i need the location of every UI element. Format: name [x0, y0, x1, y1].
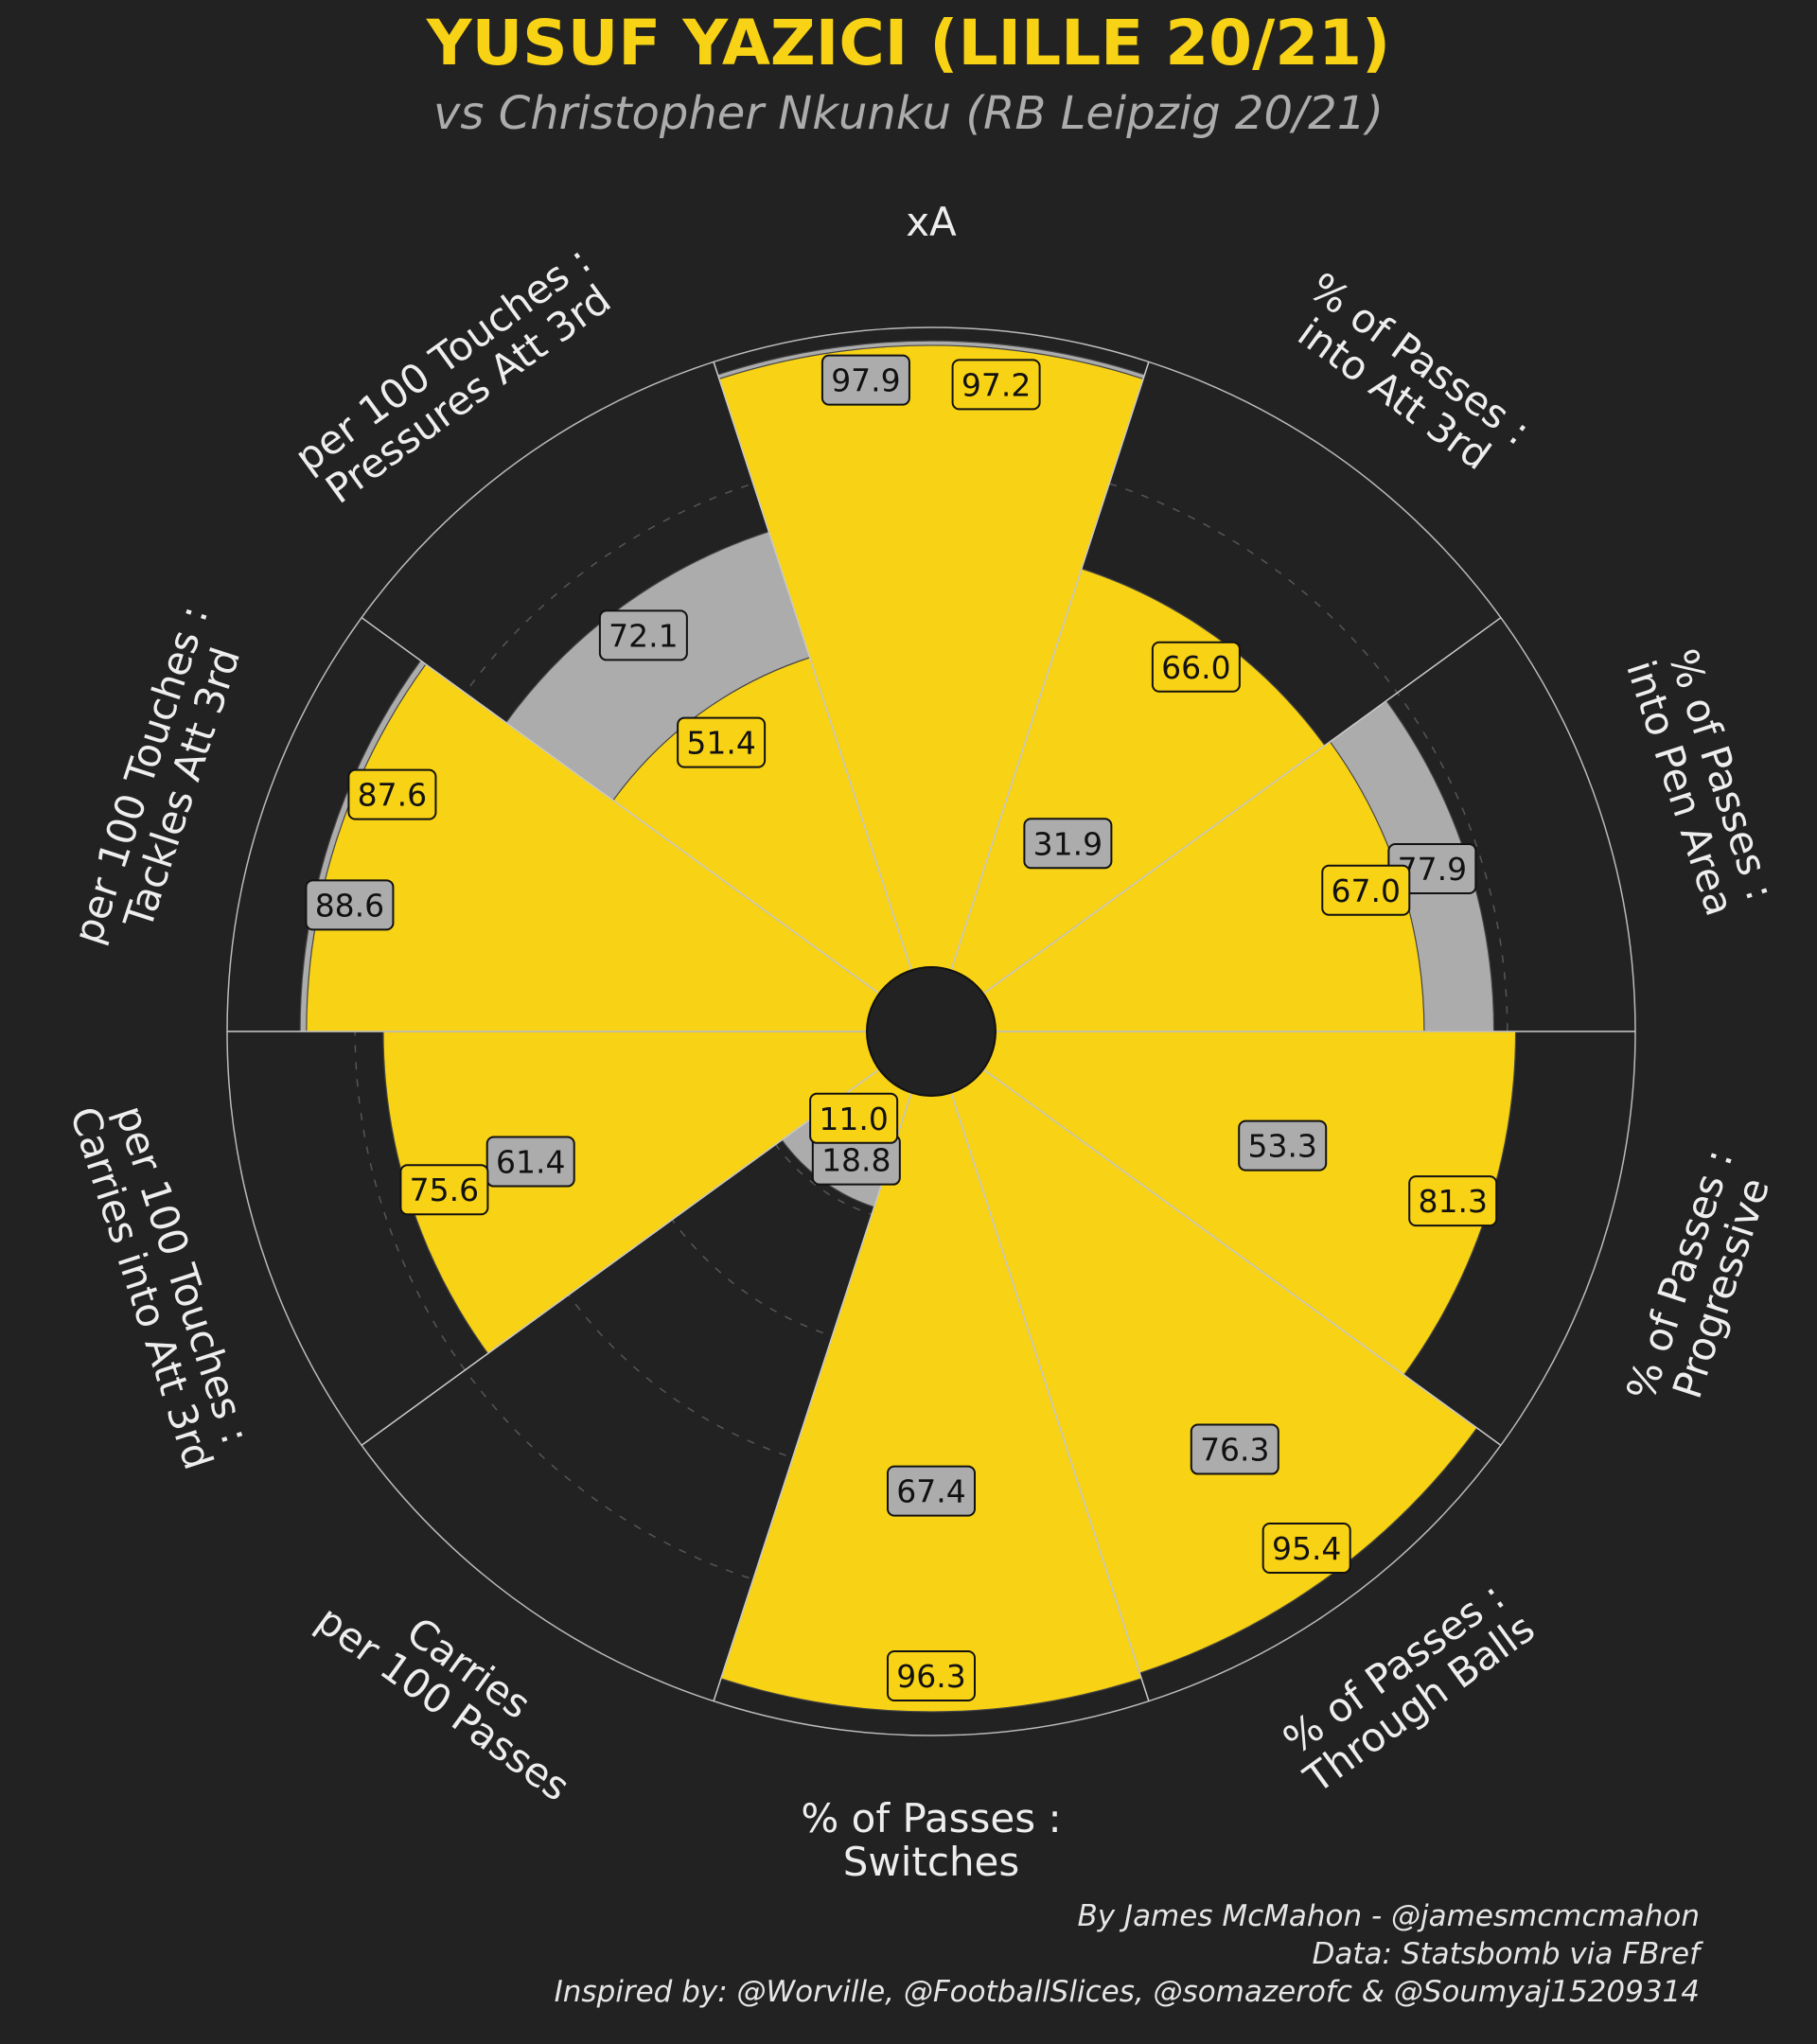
category-label-4: % of Passes :Through Balls [1275, 1573, 1543, 1803]
player-value-label-6-box [809, 1092, 899, 1144]
comparison-value-label-6: 18.8 [811, 1134, 901, 1186]
category-label-5: % of Passes :Switches [801, 1795, 1061, 1885]
category-label-1: % of Passes :into Att 3rd [1290, 264, 1539, 480]
comparison-value-label-3-text: 53.3 [1247, 1128, 1316, 1165]
category-label-7: per 100 Touches :Carries into Att 3rd [61, 1100, 259, 1474]
comparison-value-label-4-box [1190, 1423, 1279, 1475]
comparison-value-label-7-box [485, 1136, 575, 1188]
comparison-value-label-9-text: 72.1 [609, 617, 678, 654]
comparison-value-label-8-text: 88.6 [315, 887, 384, 924]
credit-author: By James McMahon - @jamesmcmcmahon [1077, 1899, 1700, 1933]
credits: By James McMahon - @jamesmcmcmahon Data:… [555, 1899, 1703, 2009]
comparison-value-label-7: 61.4 [485, 1136, 575, 1188]
player-value-label-9: 51.4 [677, 716, 767, 768]
player-value-label-2-box [1321, 864, 1411, 916]
player-value-label-8-box [347, 768, 437, 820]
comparison-value-label-1-box [1023, 818, 1113, 870]
comparison-value-label-4-text: 76.3 [1200, 1432, 1269, 1469]
slice-divider-7 [361, 1068, 880, 1446]
comparison-value-label-1-text: 31.9 [1033, 825, 1103, 862]
slice-divider-5 [950, 1092, 1150, 1701]
comparison-value-label-5-text: 67.4 [896, 1473, 965, 1510]
category-label-3: % of Passes :Progressive [1617, 1143, 1778, 1405]
player-value-label-4-text: 95.4 [1272, 1530, 1341, 1567]
category-label-8: per 100 Touches :Tackles Att 3rd [64, 600, 250, 949]
player-value-label-3-box [1408, 1175, 1498, 1227]
slice-dividers [227, 361, 1635, 1701]
player-value-label-8-text: 87.6 [358, 777, 427, 814]
comparison-value-label-8: 88.6 [305, 879, 395, 931]
player-value-label-5-text: 96.3 [896, 1658, 965, 1695]
player-value-label-2: 67.0 [1321, 864, 1411, 916]
player-value-label-7-text: 75.6 [410, 1172, 479, 1208]
category-label-0: xA [906, 199, 957, 245]
slice-divider-4 [982, 1068, 1502, 1446]
player-value-label-5: 96.3 [887, 1649, 976, 1701]
comparison-value-label-6-text: 18.8 [821, 1142, 891, 1179]
player-value-label-0: 97.2 [951, 359, 1041, 411]
comparison-value-label-5-box [887, 1465, 976, 1517]
comparison-value-label-7-text: 61.4 [496, 1144, 565, 1181]
player-value-label-6: 11.0 [809, 1092, 899, 1144]
player-value-label-3-text: 81.3 [1418, 1183, 1487, 1220]
player-value-label-7-box [399, 1164, 489, 1216]
player-value-label-4: 95.4 [1261, 1523, 1351, 1575]
category-label-9: per 100 Touches :Pressures Att 3rd [287, 237, 620, 513]
chart-subtitle: vs Christopher Nkunku (RB Leipzig 20/21) [433, 87, 1384, 140]
slice-divider-2 [982, 617, 1502, 995]
value-labels: 97.9 97.2 31.9 66.0 77.967.0 53.3 81.3 76.3 95.4… [305, 354, 1498, 1701]
credit-inspiration: Inspired by: @Worville, @FootballSlices,… [555, 1975, 1700, 2009]
comparison-value-label-3: 53.3 [1238, 1119, 1328, 1172]
player-value-label-6-text: 11.0 [819, 1101, 888, 1137]
comparison-value-label-1: 31.9 [1023, 818, 1113, 870]
player-value-label-1: 66.0 [1151, 641, 1241, 693]
slice-divider-9 [361, 617, 880, 995]
player-value-label-9-box [677, 716, 767, 768]
comparison-value-label-9: 72.1 [598, 609, 688, 661]
center-hole [866, 966, 997, 1097]
comparison-value-label-4: 76.3 [1190, 1423, 1279, 1475]
category-label-5-line-0: % of Passes : [801, 1795, 1061, 1841]
comparison-value-label-0-text: 97.9 [831, 362, 900, 399]
player-value-label-1-box [1151, 641, 1241, 693]
player-value-label-2-text: 67.0 [1332, 872, 1401, 909]
credit-data-source: Data: Statsbomb via FBref [1313, 1937, 1704, 1971]
slice-divider-1 [950, 361, 1150, 971]
player-value-label-5-box [887, 1649, 976, 1701]
slice-divider-0 [713, 361, 912, 971]
comparison-value-label-5: 67.4 [887, 1465, 976, 1517]
category-label-2: % of Passes :into Pen Area [1617, 643, 1784, 921]
comparison-value-label-2: 77.9 [1387, 842, 1477, 894]
player-value-label-7: 75.6 [399, 1164, 489, 1216]
comparison-value-label-0-box [820, 354, 910, 406]
player-value-label-0-text: 97.2 [961, 366, 1031, 403]
comparison-value-label-3-box [1238, 1119, 1328, 1172]
player-value-label-3: 81.3 [1408, 1175, 1498, 1227]
category-label-0-line-0: xA [906, 199, 957, 245]
slice-divider-6 [713, 1092, 912, 1701]
player-value-label-1-text: 66.0 [1161, 649, 1230, 686]
comparison-value-label-9-box [598, 609, 688, 661]
player-value-label-0-box [951, 359, 1041, 411]
comparison-value-label-8-box [305, 879, 395, 931]
comparison-value-label-0: 97.9 [820, 354, 910, 406]
player-value-label-4-box [1261, 1523, 1351, 1575]
player-value-label-8: 87.6 [347, 768, 437, 820]
chart-title: YUSUF YAZICI (LILLE 20/21) [426, 7, 1390, 79]
player-value-label-9-text: 51.4 [686, 725, 755, 762]
player-slices [306, 344, 1425, 1161]
category-label-5-line-1: Switches [843, 1839, 1020, 1885]
